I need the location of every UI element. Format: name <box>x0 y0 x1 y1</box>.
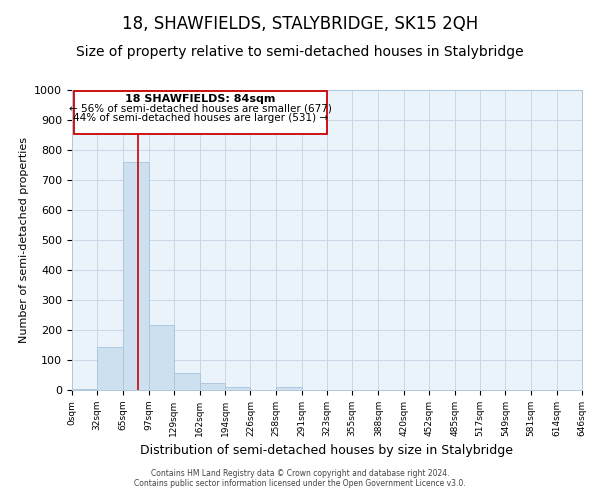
Bar <box>275 387 302 390</box>
Text: ← 56% of semi-detached houses are smaller (677): ← 56% of semi-detached houses are smalle… <box>69 104 332 114</box>
Bar <box>225 387 250 390</box>
Bar <box>97 347 124 390</box>
FancyBboxPatch shape <box>74 90 327 134</box>
Text: 18, SHAWFIELDS, STALYBRIDGE, SK15 2QH: 18, SHAWFIELDS, STALYBRIDGE, SK15 2QH <box>122 15 478 33</box>
Bar <box>200 382 225 390</box>
Bar <box>149 324 174 390</box>
Y-axis label: Number of semi-detached properties: Number of semi-detached properties <box>19 137 29 343</box>
X-axis label: Distribution of semi-detached houses by size in Stalybridge: Distribution of semi-detached houses by … <box>140 444 514 458</box>
Text: Size of property relative to semi-detached houses in Stalybridge: Size of property relative to semi-detach… <box>76 45 524 59</box>
Text: 44% of semi-detached houses are larger (531) →: 44% of semi-detached houses are larger (… <box>73 112 328 122</box>
Text: 18 SHAWFIELDS: 84sqm: 18 SHAWFIELDS: 84sqm <box>125 94 275 104</box>
Text: Contains HM Land Registry data © Crown copyright and database right 2024.: Contains HM Land Registry data © Crown c… <box>151 468 449 477</box>
Text: Contains public sector information licensed under the Open Government Licence v3: Contains public sector information licen… <box>134 478 466 488</box>
Bar <box>174 373 200 390</box>
Bar <box>72 388 97 390</box>
Bar <box>124 162 149 390</box>
